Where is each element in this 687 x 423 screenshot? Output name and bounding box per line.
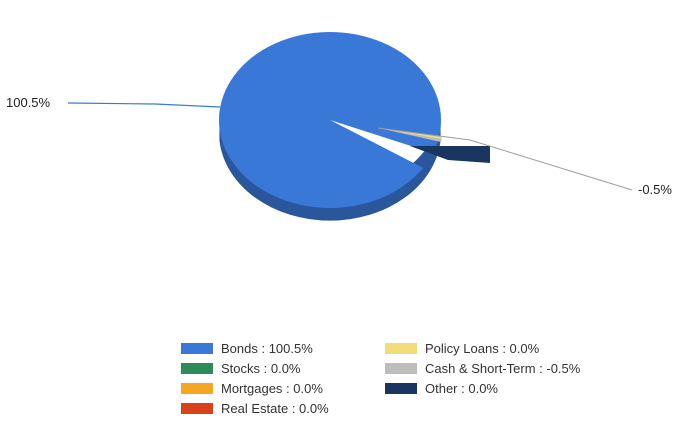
legend-item-other[interactable]: Other : 0.0%: [385, 378, 580, 398]
legend-label-real-estate: Real Estate : 0.0%: [221, 400, 329, 416]
legend-swatch-real-estate: [181, 402, 213, 414]
leader-line-bonds: [67, 102, 221, 108]
legend-label-mortgages: Mortgages : 0.0%: [221, 380, 323, 396]
legend-label-stocks: Stocks : 0.0%: [221, 360, 301, 376]
pie-slice-policy-loans: [378, 128, 442, 139]
legend-label-bonds: Bonds : 100.5%: [221, 340, 313, 356]
legend-swatch-other: [385, 382, 417, 394]
data-label-cash-short-term: -0.5%: [638, 182, 672, 197]
legend-column: Bonds : 100.5% Stocks : 0.0% Mortgages :…: [181, 338, 329, 418]
legend-swatch-bonds: [181, 342, 213, 354]
legend-item-stocks[interactable]: Stocks : 0.0%: [181, 358, 329, 378]
legend-label-other: Other : 0.0%: [425, 380, 498, 396]
pie-slice-cash-short-term: [378, 128, 442, 142]
legend-swatch-policy-loans: [385, 342, 417, 354]
data-label-bonds: 100.5%: [6, 95, 51, 110]
pie-slice-bonds: [219, 31, 441, 209]
chart-legend: Bonds : 100.5% Stocks : 0.0% Mortgages :…: [181, 338, 651, 418]
legend-item-cash-short-term[interactable]: Cash & Short-Term : -0.5%: [385, 358, 580, 378]
legend-swatch-mortgages: [181, 382, 213, 394]
legend-item-bonds[interactable]: Bonds : 100.5%: [181, 338, 329, 358]
legend-item-policy-loans[interactable]: Policy Loans : 0.0%: [385, 338, 580, 358]
legend-swatch-stocks: [181, 362, 213, 374]
pie-slice-other: [410, 146, 490, 163]
legend-column: Policy Loans : 0.0% Cash & Short-Term : …: [385, 338, 580, 398]
legend-label-cash-short-term: Cash & Short-Term : -0.5%: [425, 360, 581, 376]
legend-item-real-estate[interactable]: Real Estate : 0.0%: [181, 398, 329, 418]
legend-swatch-cash-short-term: [385, 362, 417, 374]
leader-line-cash-short-term: [377, 127, 633, 191]
legend-label-policy-loans: Policy Loans : 0.0%: [425, 340, 540, 356]
legend-item-mortgages[interactable]: Mortgages : 0.0%: [181, 378, 329, 398]
